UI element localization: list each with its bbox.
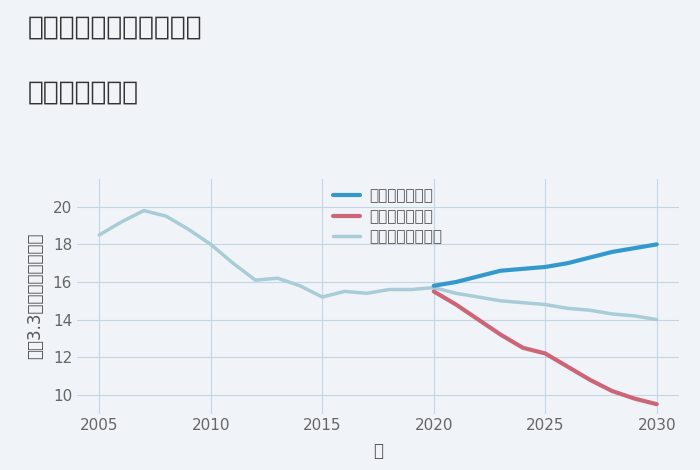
ノーマルシナリオ (519, 300, 527, 306)
ノーマルシナリオ (340, 289, 349, 294)
ノーマルシナリオ (251, 277, 260, 283)
ノーマルシナリオ (162, 213, 170, 219)
グッドシナリオ (430, 283, 438, 289)
ノーマルシナリオ (385, 287, 393, 292)
グッドシナリオ (608, 249, 616, 255)
ノーマルシナリオ (496, 298, 505, 304)
グッドシナリオ (519, 266, 527, 272)
グッドシナリオ (586, 255, 594, 260)
ノーマルシナリオ (296, 283, 304, 289)
ノーマルシナリオ (564, 306, 572, 311)
ノーマルシナリオ (430, 285, 438, 290)
バッドシナリオ (474, 317, 482, 322)
グッドシナリオ (496, 268, 505, 274)
ノーマルシナリオ (541, 302, 550, 307)
ノーマルシナリオ (452, 290, 460, 296)
ノーマルシナリオ (274, 275, 282, 281)
バッドシナリオ (630, 396, 638, 401)
Text: 三重県松阪市小舟江町の: 三重県松阪市小舟江町の (28, 14, 202, 40)
Line: ノーマルシナリオ: ノーマルシナリオ (99, 211, 657, 320)
バッドシナリオ (541, 351, 550, 356)
バッドシナリオ (608, 388, 616, 394)
グッドシナリオ (541, 264, 550, 270)
バッドシナリオ (452, 302, 460, 307)
ノーマルシナリオ (407, 287, 416, 292)
ノーマルシナリオ (95, 232, 104, 238)
グッドシナリオ (652, 242, 661, 247)
ノーマルシナリオ (586, 307, 594, 313)
Legend: グッドシナリオ, バッドシナリオ, ノーマルシナリオ: グッドシナリオ, バッドシナリオ, ノーマルシナリオ (333, 188, 442, 244)
X-axis label: 年: 年 (373, 442, 383, 460)
グッドシナリオ (630, 245, 638, 251)
バッドシナリオ (519, 345, 527, 351)
ノーマルシナリオ (652, 317, 661, 322)
ノーマルシナリオ (229, 260, 237, 266)
グッドシナリオ (452, 279, 460, 285)
ノーマルシナリオ (318, 294, 326, 300)
Y-axis label: 坪（3.3㎡）単価（万円）: 坪（3.3㎡）単価（万円） (27, 233, 44, 360)
バッドシナリオ (430, 289, 438, 294)
ノーマルシナリオ (140, 208, 148, 213)
Text: 土地の価格推移: 土地の価格推移 (28, 80, 139, 106)
ノーマルシナリオ (206, 242, 215, 247)
グッドシナリオ (474, 274, 482, 279)
ノーマルシナリオ (630, 313, 638, 319)
Line: バッドシナリオ: バッドシナリオ (434, 291, 657, 404)
バッドシナリオ (652, 401, 661, 407)
Line: グッドシナリオ: グッドシナリオ (434, 244, 657, 286)
バッドシナリオ (496, 332, 505, 337)
ノーマルシナリオ (118, 219, 126, 225)
バッドシナリオ (564, 364, 572, 369)
グッドシナリオ (564, 260, 572, 266)
バッドシナリオ (586, 377, 594, 383)
ノーマルシナリオ (608, 311, 616, 317)
ノーマルシナリオ (363, 290, 371, 296)
ノーマルシナリオ (184, 227, 192, 232)
ノーマルシナリオ (474, 294, 482, 300)
